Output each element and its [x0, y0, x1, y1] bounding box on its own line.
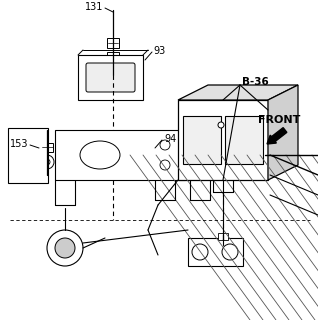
Bar: [55, 130, 185, 180]
Bar: [78, 55, 143, 100]
FancyArrow shape: [267, 128, 287, 144]
Bar: [183, 116, 221, 164]
Polygon shape: [178, 85, 298, 100]
Polygon shape: [268, 85, 298, 180]
Circle shape: [55, 238, 75, 258]
Circle shape: [160, 160, 170, 170]
Bar: [188, 238, 243, 266]
Circle shape: [160, 140, 170, 150]
Polygon shape: [178, 100, 268, 180]
Circle shape: [40, 155, 54, 169]
Circle shape: [44, 159, 50, 165]
Circle shape: [218, 122, 224, 128]
FancyBboxPatch shape: [86, 63, 135, 92]
Circle shape: [47, 230, 83, 266]
Bar: [107, 38, 119, 48]
Bar: [8, 128, 48, 183]
Bar: [107, 52, 119, 60]
Circle shape: [192, 244, 208, 260]
Ellipse shape: [80, 141, 120, 169]
Text: FRONT: FRONT: [258, 115, 301, 125]
Text: 153: 153: [10, 139, 28, 149]
Bar: [41, 143, 53, 152]
Text: 131: 131: [85, 2, 103, 12]
Text: 94: 94: [164, 134, 176, 144]
Text: B-36: B-36: [242, 77, 269, 87]
Bar: [218, 233, 228, 240]
Circle shape: [222, 244, 238, 260]
Bar: [225, 116, 263, 164]
Text: 93: 93: [153, 46, 165, 56]
